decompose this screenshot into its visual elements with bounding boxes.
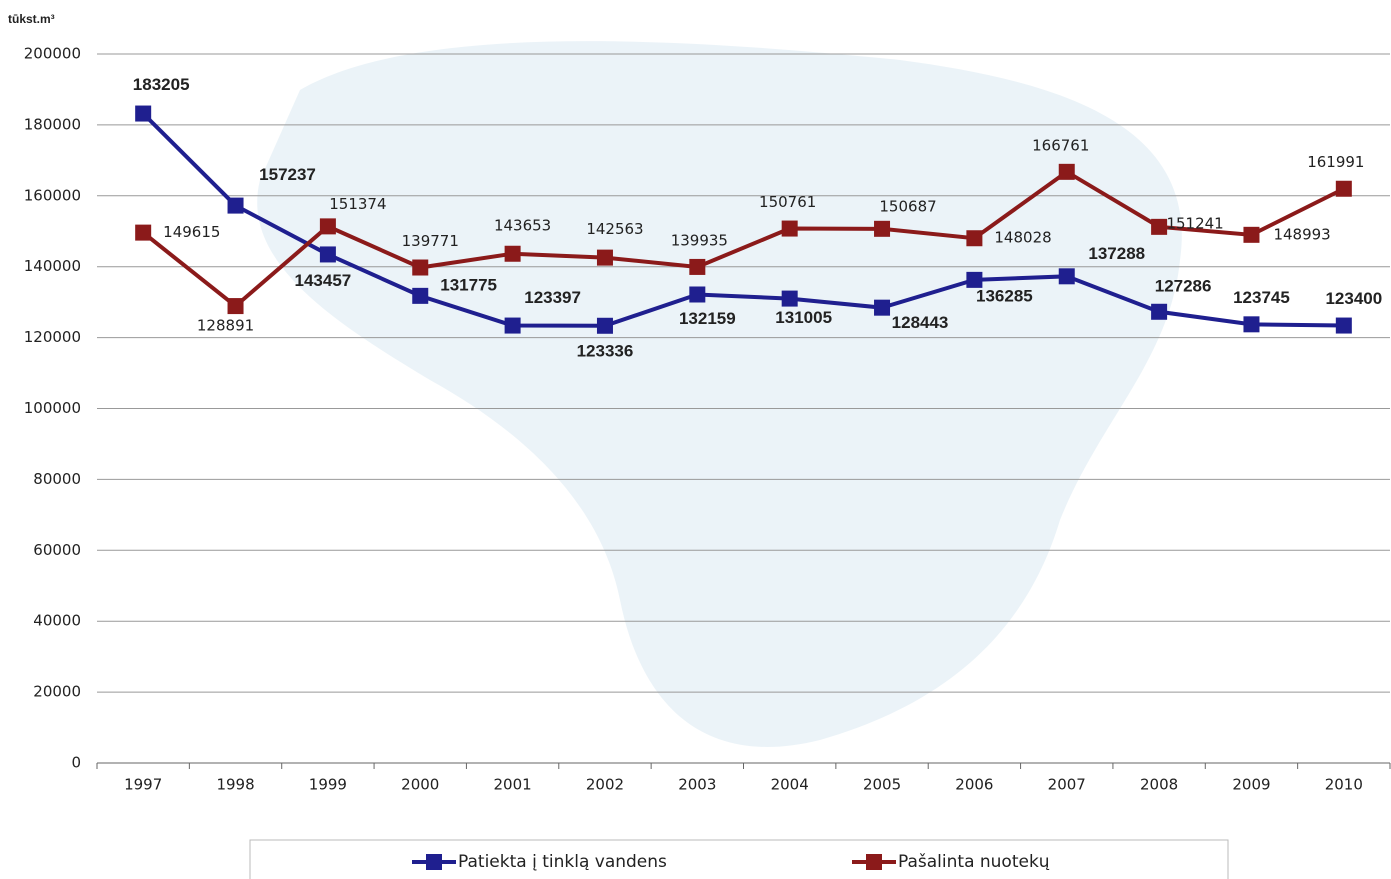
legend-label: Patiekta į tinklą vandens xyxy=(458,852,667,872)
point-marker xyxy=(135,105,152,122)
y-tick-label: 160000 xyxy=(24,186,81,204)
data-label: 128443 xyxy=(892,313,949,332)
data-label: 131775 xyxy=(440,275,497,294)
x-tick-label: 2002 xyxy=(586,776,624,794)
data-label: 150761 xyxy=(759,193,816,211)
data-label: 127286 xyxy=(1155,276,1212,295)
point-marker xyxy=(412,259,429,276)
point-marker xyxy=(319,218,336,235)
data-label: 161991 xyxy=(1307,153,1364,171)
point-marker xyxy=(596,249,613,266)
data-label: 148993 xyxy=(1273,225,1330,243)
y-tick-label: 180000 xyxy=(24,115,81,133)
y-tick-label: 60000 xyxy=(33,541,81,559)
data-label: 149615 xyxy=(163,223,220,241)
x-tick-label: 2010 xyxy=(1325,776,1363,794)
data-label: 148028 xyxy=(994,229,1051,247)
point-marker xyxy=(319,246,336,263)
point-marker xyxy=(1335,317,1352,334)
data-label: 123397 xyxy=(524,288,581,307)
x-tick-label: 1999 xyxy=(309,776,347,794)
point-marker xyxy=(1243,226,1260,243)
x-tick-label: 2005 xyxy=(863,776,901,794)
x-tick-label: 2007 xyxy=(1048,776,1086,794)
data-label: 123336 xyxy=(577,341,634,360)
data-label: 137288 xyxy=(1088,244,1145,263)
point-marker xyxy=(135,224,152,241)
x-tick-label: 2001 xyxy=(494,776,532,794)
series-line xyxy=(141,112,1344,328)
y-tick-label: 100000 xyxy=(24,399,81,417)
point-marker xyxy=(1151,303,1168,320)
x-tick-label: 2000 xyxy=(401,776,439,794)
legend-box xyxy=(249,839,1229,879)
data-label: 139935 xyxy=(671,231,728,249)
y-tick-label: 200000 xyxy=(24,45,81,63)
background-splash xyxy=(257,41,1182,748)
y-axis-title: tūkst.m³ xyxy=(8,12,55,26)
data-label: 139771 xyxy=(402,232,459,250)
point-marker xyxy=(504,317,521,334)
data-label: 123400 xyxy=(1325,289,1382,308)
data-label: 143653 xyxy=(494,216,551,234)
data-label: 128891 xyxy=(197,317,254,335)
x-tick-label: 2004 xyxy=(771,776,809,794)
point-marker xyxy=(781,220,798,237)
point-marker xyxy=(1335,180,1352,197)
point-marker xyxy=(1058,163,1075,180)
series-line xyxy=(141,169,1345,309)
data-label: 143457 xyxy=(295,271,352,290)
y-tick-label: 120000 xyxy=(24,328,81,346)
point-marker xyxy=(227,197,244,214)
y-tick-label: 80000 xyxy=(33,470,81,488)
data-label: 136285 xyxy=(976,286,1033,305)
data-label: 183205 xyxy=(133,75,190,94)
y-tick-label: 20000 xyxy=(33,683,81,701)
x-tick-label: 2009 xyxy=(1232,776,1270,794)
data-label: 166761 xyxy=(1032,136,1089,154)
point-marker xyxy=(504,245,521,262)
x-tick-label: 1997 xyxy=(124,776,162,794)
data-label: 142563 xyxy=(586,220,643,238)
y-tick-label: 140000 xyxy=(24,257,81,275)
y-tick-label: 40000 xyxy=(33,612,81,630)
x-tick-label: 1998 xyxy=(216,776,254,794)
x-tick-label: 2008 xyxy=(1140,776,1178,794)
point-marker xyxy=(227,298,244,315)
legend-label: Pašalinta nuotekų xyxy=(898,852,1050,872)
data-label: 151374 xyxy=(329,195,386,213)
point-marker xyxy=(689,286,706,303)
data-label: 157237 xyxy=(259,165,316,184)
point-marker xyxy=(781,290,798,307)
point-marker xyxy=(689,258,706,275)
data-label: 132159 xyxy=(679,309,736,328)
point-marker xyxy=(874,299,891,316)
legend-marker xyxy=(426,854,442,870)
point-marker xyxy=(596,317,613,334)
data-label: 123745 xyxy=(1233,288,1290,307)
data-label: 151241 xyxy=(1166,214,1223,232)
point-marker xyxy=(1243,316,1260,333)
point-marker xyxy=(966,230,983,247)
data-label: 131005 xyxy=(775,308,832,327)
x-tick-label: 2003 xyxy=(678,776,716,794)
point-marker xyxy=(412,287,429,304)
point-marker xyxy=(966,271,983,288)
data-label: 150687 xyxy=(879,197,936,215)
point-marker xyxy=(874,220,891,237)
y-tick-label: 0 xyxy=(71,754,81,772)
point-marker xyxy=(1151,218,1168,235)
legend-marker xyxy=(866,854,882,870)
x-tick-label: 2006 xyxy=(955,776,993,794)
point-marker xyxy=(1058,268,1075,285)
